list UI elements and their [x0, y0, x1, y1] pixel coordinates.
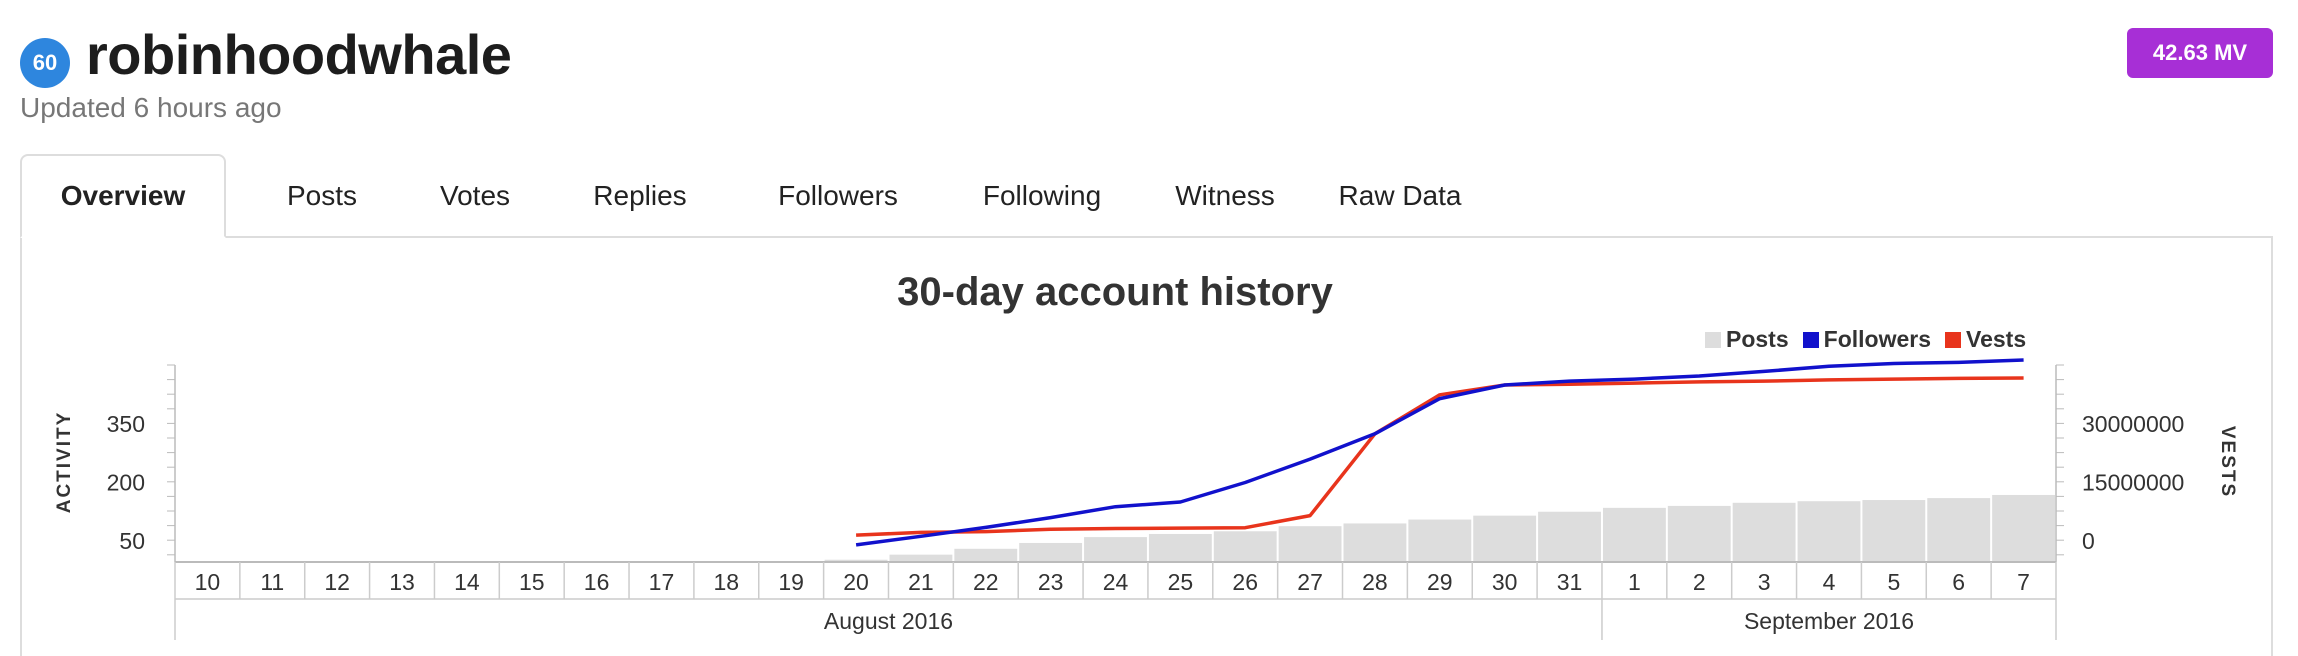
posts-bar [1473, 515, 1537, 562]
x-month-label: August 2016 [824, 608, 953, 634]
chart-legend: Posts Followers Vests [1705, 326, 2026, 353]
updated-text: Updated 6 hours ago [20, 92, 282, 123]
x-tick-label: 27 [1297, 569, 1323, 595]
posts-bar [1019, 542, 1083, 562]
tab-raw-data[interactable]: Raw Data [1338, 180, 1462, 211]
tab-bar: Overview Posts Votes Replies Followers F… [20, 154, 2273, 238]
posts-bar [954, 548, 1018, 562]
y-right-tick-label: 30000000 [2082, 411, 2184, 437]
posts-bar [1213, 531, 1277, 562]
legend-label-followers: Followers [1823, 326, 1931, 352]
x-month-label: September 2016 [1744, 608, 1914, 634]
posts-bar [1343, 523, 1407, 562]
x-tick-label: 28 [1362, 569, 1388, 595]
chart-title: 30-day account history [897, 270, 1333, 314]
x-tick-label: 4 [1823, 569, 1836, 595]
tab-overview[interactable]: Overview [20, 154, 226, 238]
posts-bar [1602, 507, 1666, 562]
x-tick-label: 5 [1887, 569, 1900, 595]
posts-bar [1927, 498, 1991, 562]
y-right-tick-label: 0 [2082, 528, 2095, 554]
x-tick-label: 7 [2017, 569, 2030, 595]
tab-posts[interactable]: Posts [286, 180, 358, 211]
overview-panel [20, 236, 2273, 656]
legend-label-posts: Posts [1726, 326, 1789, 352]
x-tick-label: 22 [973, 569, 999, 595]
x-tick-label: 2 [1693, 569, 1706, 595]
vests-line [856, 376, 2024, 537]
posts-bar [1862, 500, 1926, 562]
posts-bar [1084, 537, 1147, 562]
followers-line [855, 358, 2024, 547]
x-tick-label: 14 [454, 569, 480, 595]
x-tick-label: 17 [649, 569, 675, 595]
x-tick-label: 30 [1492, 569, 1518, 595]
posts-bar [1667, 505, 1731, 562]
y-left-tick-label: 50 [119, 528, 145, 554]
tab-bar-divider [20, 236, 2273, 238]
y-left-tick-label: 200 [107, 470, 145, 496]
x-tick-label: 13 [389, 569, 415, 595]
x-tick-label: 16 [584, 569, 610, 595]
x-tick-label: 6 [1952, 569, 1965, 595]
x-tick-label: 21 [908, 569, 934, 595]
x-tick-label: 3 [1758, 569, 1771, 595]
posts-bar [1992, 494, 2055, 562]
legend-item-vests[interactable]: Vests [1945, 326, 2026, 353]
x-tick-label: 11 [260, 569, 284, 595]
posts-bar [1797, 501, 1861, 562]
x-tick-label: 31 [1557, 569, 1583, 595]
legend-swatch-followers [1802, 331, 1819, 348]
tab-followers[interactable]: Followers [778, 180, 898, 211]
mv-badge: 42.63 MV [2127, 28, 2273, 78]
y-right-label: VESTS [2217, 426, 2238, 498]
x-tick-label: 26 [1232, 569, 1258, 595]
y-left-tick-label: 350 [107, 411, 145, 437]
posts-bar [1148, 533, 1212, 562]
tab-following[interactable]: Following [982, 180, 1102, 211]
posts-bar [889, 554, 953, 562]
legend-item-posts[interactable]: Posts [1705, 326, 1789, 353]
posts-bar [1408, 519, 1472, 562]
posts-bar [1732, 502, 1796, 562]
username: robinhoodwhale [86, 23, 512, 86]
x-tick-label: 29 [1427, 569, 1453, 595]
posts-bar [1538, 511, 1601, 562]
x-tick-label: 10 [195, 569, 221, 595]
x-tick-label: 23 [1038, 569, 1064, 595]
tab-witness[interactable]: Witness [1175, 180, 1275, 211]
x-tick-label: 25 [1168, 569, 1194, 595]
tab-votes[interactable]: Votes [439, 180, 511, 211]
x-tick-label: 24 [1103, 569, 1129, 595]
tab-replies[interactable]: Replies [593, 180, 687, 211]
x-tick-label: 19 [778, 569, 804, 595]
x-tick-label: 20 [843, 569, 869, 595]
x-tick-label: 18 [714, 569, 740, 595]
legend-item-followers[interactable]: Followers [1802, 326, 1931, 353]
legend-swatch-vests [1945, 331, 1961, 348]
posts-bar [824, 559, 888, 562]
reputation-badge: 60 [20, 38, 70, 88]
legend-swatch-posts [1705, 331, 1721, 348]
x-tick-label: 15 [519, 569, 545, 595]
x-tick-label: 1 [1628, 569, 1641, 595]
y-left-label: ACTIVITY [54, 411, 75, 514]
legend-label-vests: Vests [1966, 326, 2027, 352]
posts-bar [1278, 526, 1342, 562]
y-right-tick-label: 15000000 [2082, 470, 2184, 496]
x-tick-label: 12 [324, 569, 350, 595]
